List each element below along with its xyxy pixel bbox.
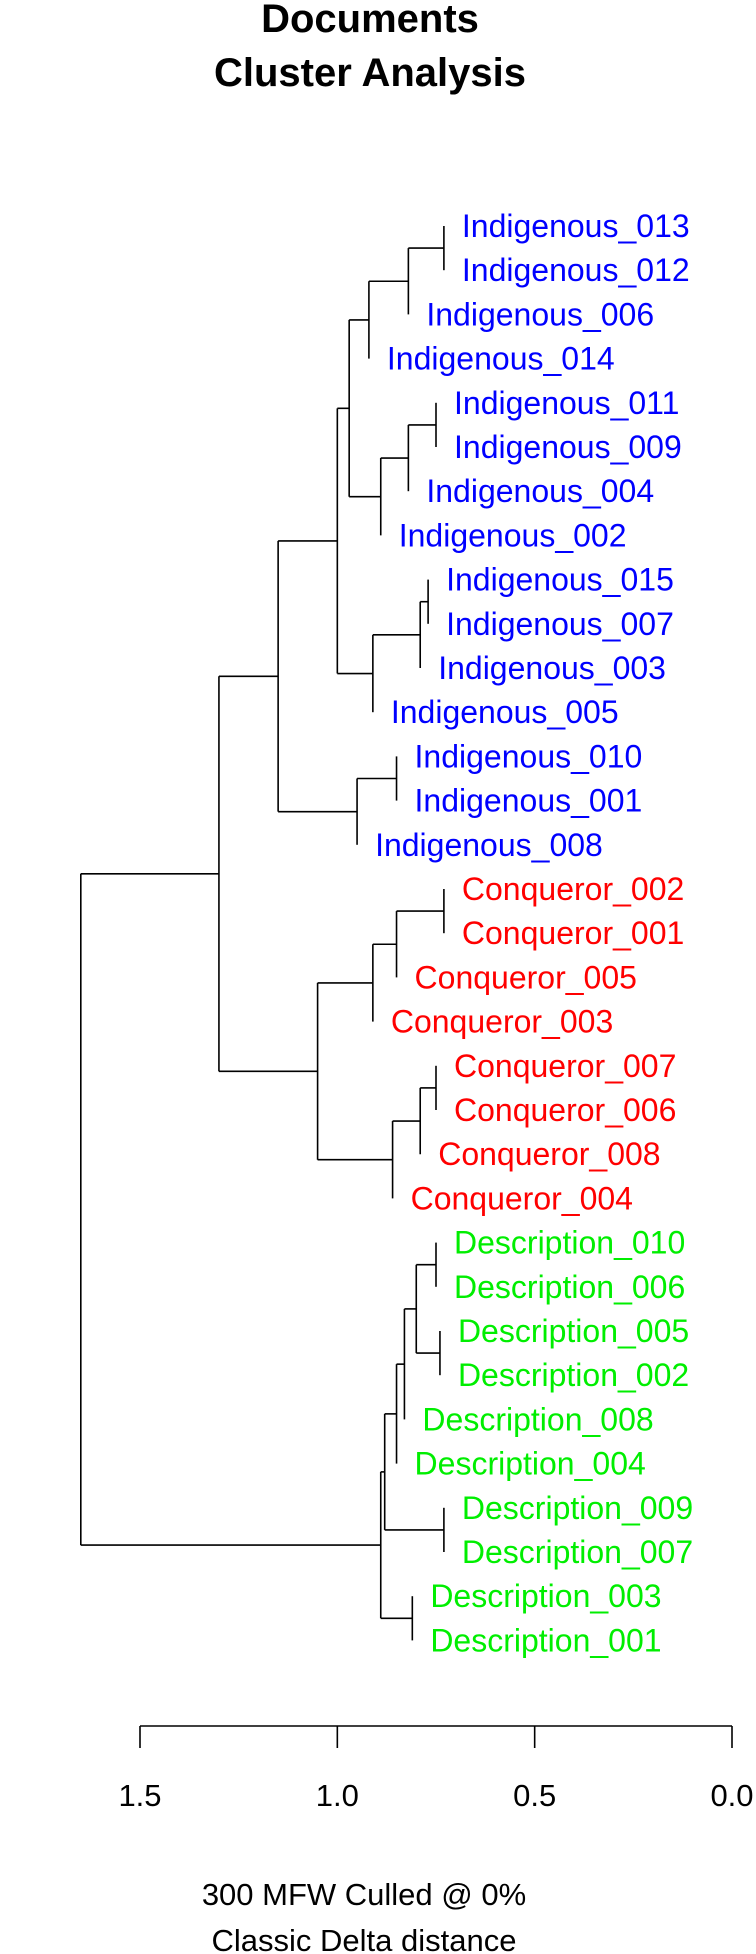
leaf-label: Indigenous_006 (426, 296, 654, 332)
leaf-label: Description_005 (458, 1313, 689, 1349)
x-axis-label: 300 MFW Culled @ 0% (202, 1877, 526, 1912)
leaf-label: Indigenous_015 (446, 562, 674, 598)
leaf-label: Indigenous_008 (375, 827, 603, 863)
leaf-label: Indigenous_003 (438, 650, 666, 686)
leaf-label: Conqueror_005 (415, 959, 637, 995)
leaf-label: Description_008 (422, 1401, 653, 1437)
leaf-label: Description_004 (415, 1446, 646, 1482)
leaf-label: Indigenous_011 (454, 385, 679, 421)
x-axis-label: Classic Delta distance (212, 1923, 517, 1954)
leaf-label: Conqueror_001 (462, 915, 684, 951)
leaf-label: Conqueror_006 (454, 1092, 676, 1128)
leaf-label: Conqueror_008 (438, 1136, 660, 1172)
leaf-label: Indigenous_013 (462, 208, 690, 244)
leaf-label: Indigenous_007 (446, 606, 674, 642)
leaf-label: Indigenous_005 (391, 694, 619, 730)
x-tick-label: 1.5 (118, 1778, 161, 1813)
leaf-label: Description_002 (458, 1357, 689, 1393)
leaf-label: Description_003 (430, 1578, 661, 1614)
x-tick-label: 0.5 (513, 1778, 556, 1813)
chart-title-line: Cluster Analysis (214, 51, 526, 95)
chart-title-line: Documents (261, 0, 479, 41)
leaf-label: Conqueror_002 (462, 871, 684, 907)
leaf-label: Indigenous_001 (415, 783, 643, 819)
leaf-label: Indigenous_002 (399, 517, 627, 553)
leaf-label: Indigenous_009 (454, 429, 682, 465)
leaf-label: Indigenous_014 (387, 341, 615, 377)
x-tick-label: 1.0 (316, 1778, 359, 1813)
leaf-label: Indigenous_012 (462, 252, 690, 288)
leaf-label: Description_001 (430, 1622, 661, 1658)
leaf-label: Description_006 (454, 1269, 685, 1305)
leaf-label: Indigenous_004 (426, 473, 654, 509)
leaf-label: Description_009 (462, 1490, 693, 1526)
leaf-label: Conqueror_003 (391, 1004, 613, 1040)
x-tick-label: 0.0 (710, 1778, 753, 1813)
leaf-label: Description_010 (454, 1225, 685, 1261)
leaf-label: Conqueror_007 (454, 1048, 676, 1084)
leaf-label: Description_007 (462, 1534, 693, 1570)
leaf-label: Indigenous_010 (415, 738, 643, 774)
leaf-label: Conqueror_004 (411, 1180, 633, 1216)
